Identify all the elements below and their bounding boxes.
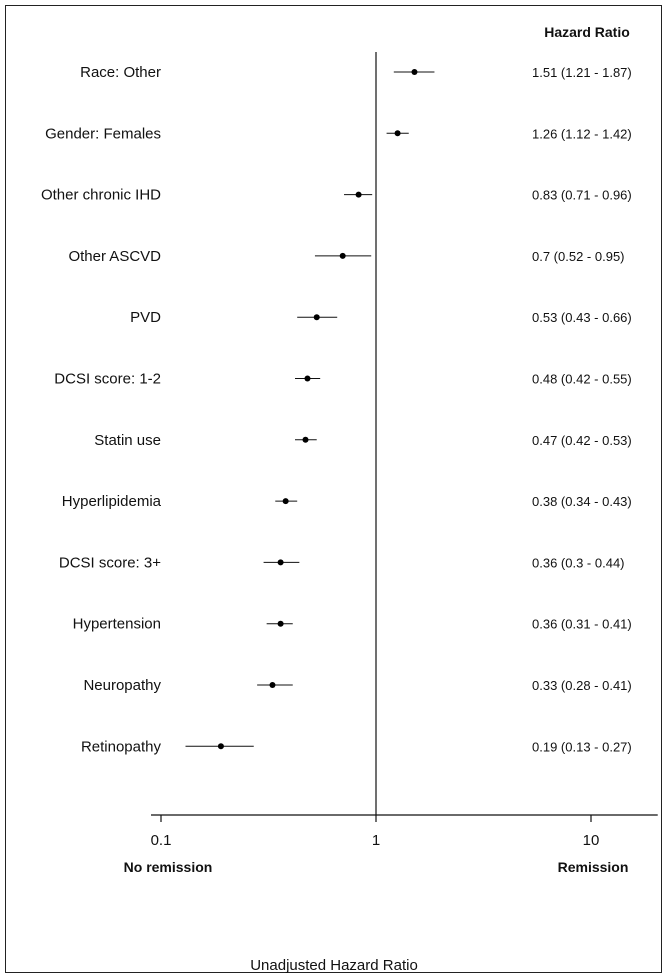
row-label: DCSI score: 3+: [59, 554, 161, 571]
hazard-ratio-value: 0.48 (0.42 - 0.55): [532, 372, 632, 387]
left-annotation: No remission: [124, 859, 213, 875]
row-label: Race: Other: [80, 64, 161, 81]
point-estimate: [277, 559, 284, 566]
x-tick-label: 10: [583, 832, 600, 849]
x-axis-label: Unadjusted Hazard Ratio: [250, 957, 418, 974]
point-estimate: [394, 130, 401, 137]
chart-frame: [5, 5, 662, 973]
point-estimate: [277, 620, 284, 627]
row-label: DCSI score: 1-2: [54, 371, 161, 388]
x-axis-ticks: 0.1 1 10: [151, 815, 600, 849]
row-label: Hypertension: [73, 616, 161, 633]
x-tick-label: 1: [372, 832, 380, 849]
point-estimate: [339, 252, 346, 259]
right-annotation: Remission: [558, 859, 629, 875]
hazard-ratio-value: 0.38 (0.34 - 0.43): [532, 494, 632, 509]
point-estimate: [302, 436, 309, 443]
row-label: Neuropathy: [83, 677, 161, 694]
point-estimate: [217, 743, 224, 750]
forest-rows: Race: Other 1.51 (1.21 - 1.87) Gender: Fem…: [41, 64, 632, 755]
hazard-ratio-value: 0.7 (0.52 - 0.95): [532, 249, 625, 264]
row-label: Other chronic IHD: [41, 187, 161, 204]
row-label: Retinopathy: [81, 738, 162, 755]
row-label: PVD: [130, 309, 161, 326]
point-estimate: [282, 498, 289, 505]
hazard-ratio-value: 0.47 (0.42 - 0.53): [532, 433, 632, 448]
hazard-ratio-value: 0.36 (0.3 - 0.44): [532, 555, 625, 570]
hazard-ratio-value: 0.33 (0.28 - 0.41): [532, 678, 632, 693]
hazard-ratio-value: 0.83 (0.71 - 0.96): [532, 188, 632, 203]
hazard-ratio-value: 0.53 (0.43 - 0.66): [532, 310, 632, 325]
hazard-ratio-value: 0.36 (0.31 - 0.41): [532, 617, 632, 632]
point-estimate: [411, 69, 418, 75]
hazard-ratio-value: 0.19 (0.13 - 0.27): [532, 739, 632, 754]
hazard-ratio-value: 1.26 (1.12 - 1.42): [532, 126, 632, 141]
row-label: Statin use: [94, 432, 161, 449]
row-label: Other ASCVD: [68, 248, 161, 265]
column-header: Hazard Ratio: [544, 24, 630, 40]
row-label: Hyperlipidemia: [62, 493, 162, 510]
point-estimate: [304, 375, 311, 382]
x-tick-label: 0.1: [151, 832, 172, 849]
point-estimate: [269, 682, 276, 688]
row-label: Gender: Females: [45, 125, 161, 142]
point-estimate: [355, 191, 362, 198]
hazard-ratio-value: 1.51 (1.21 - 1.87): [532, 65, 632, 80]
point-estimate: [313, 314, 320, 321]
